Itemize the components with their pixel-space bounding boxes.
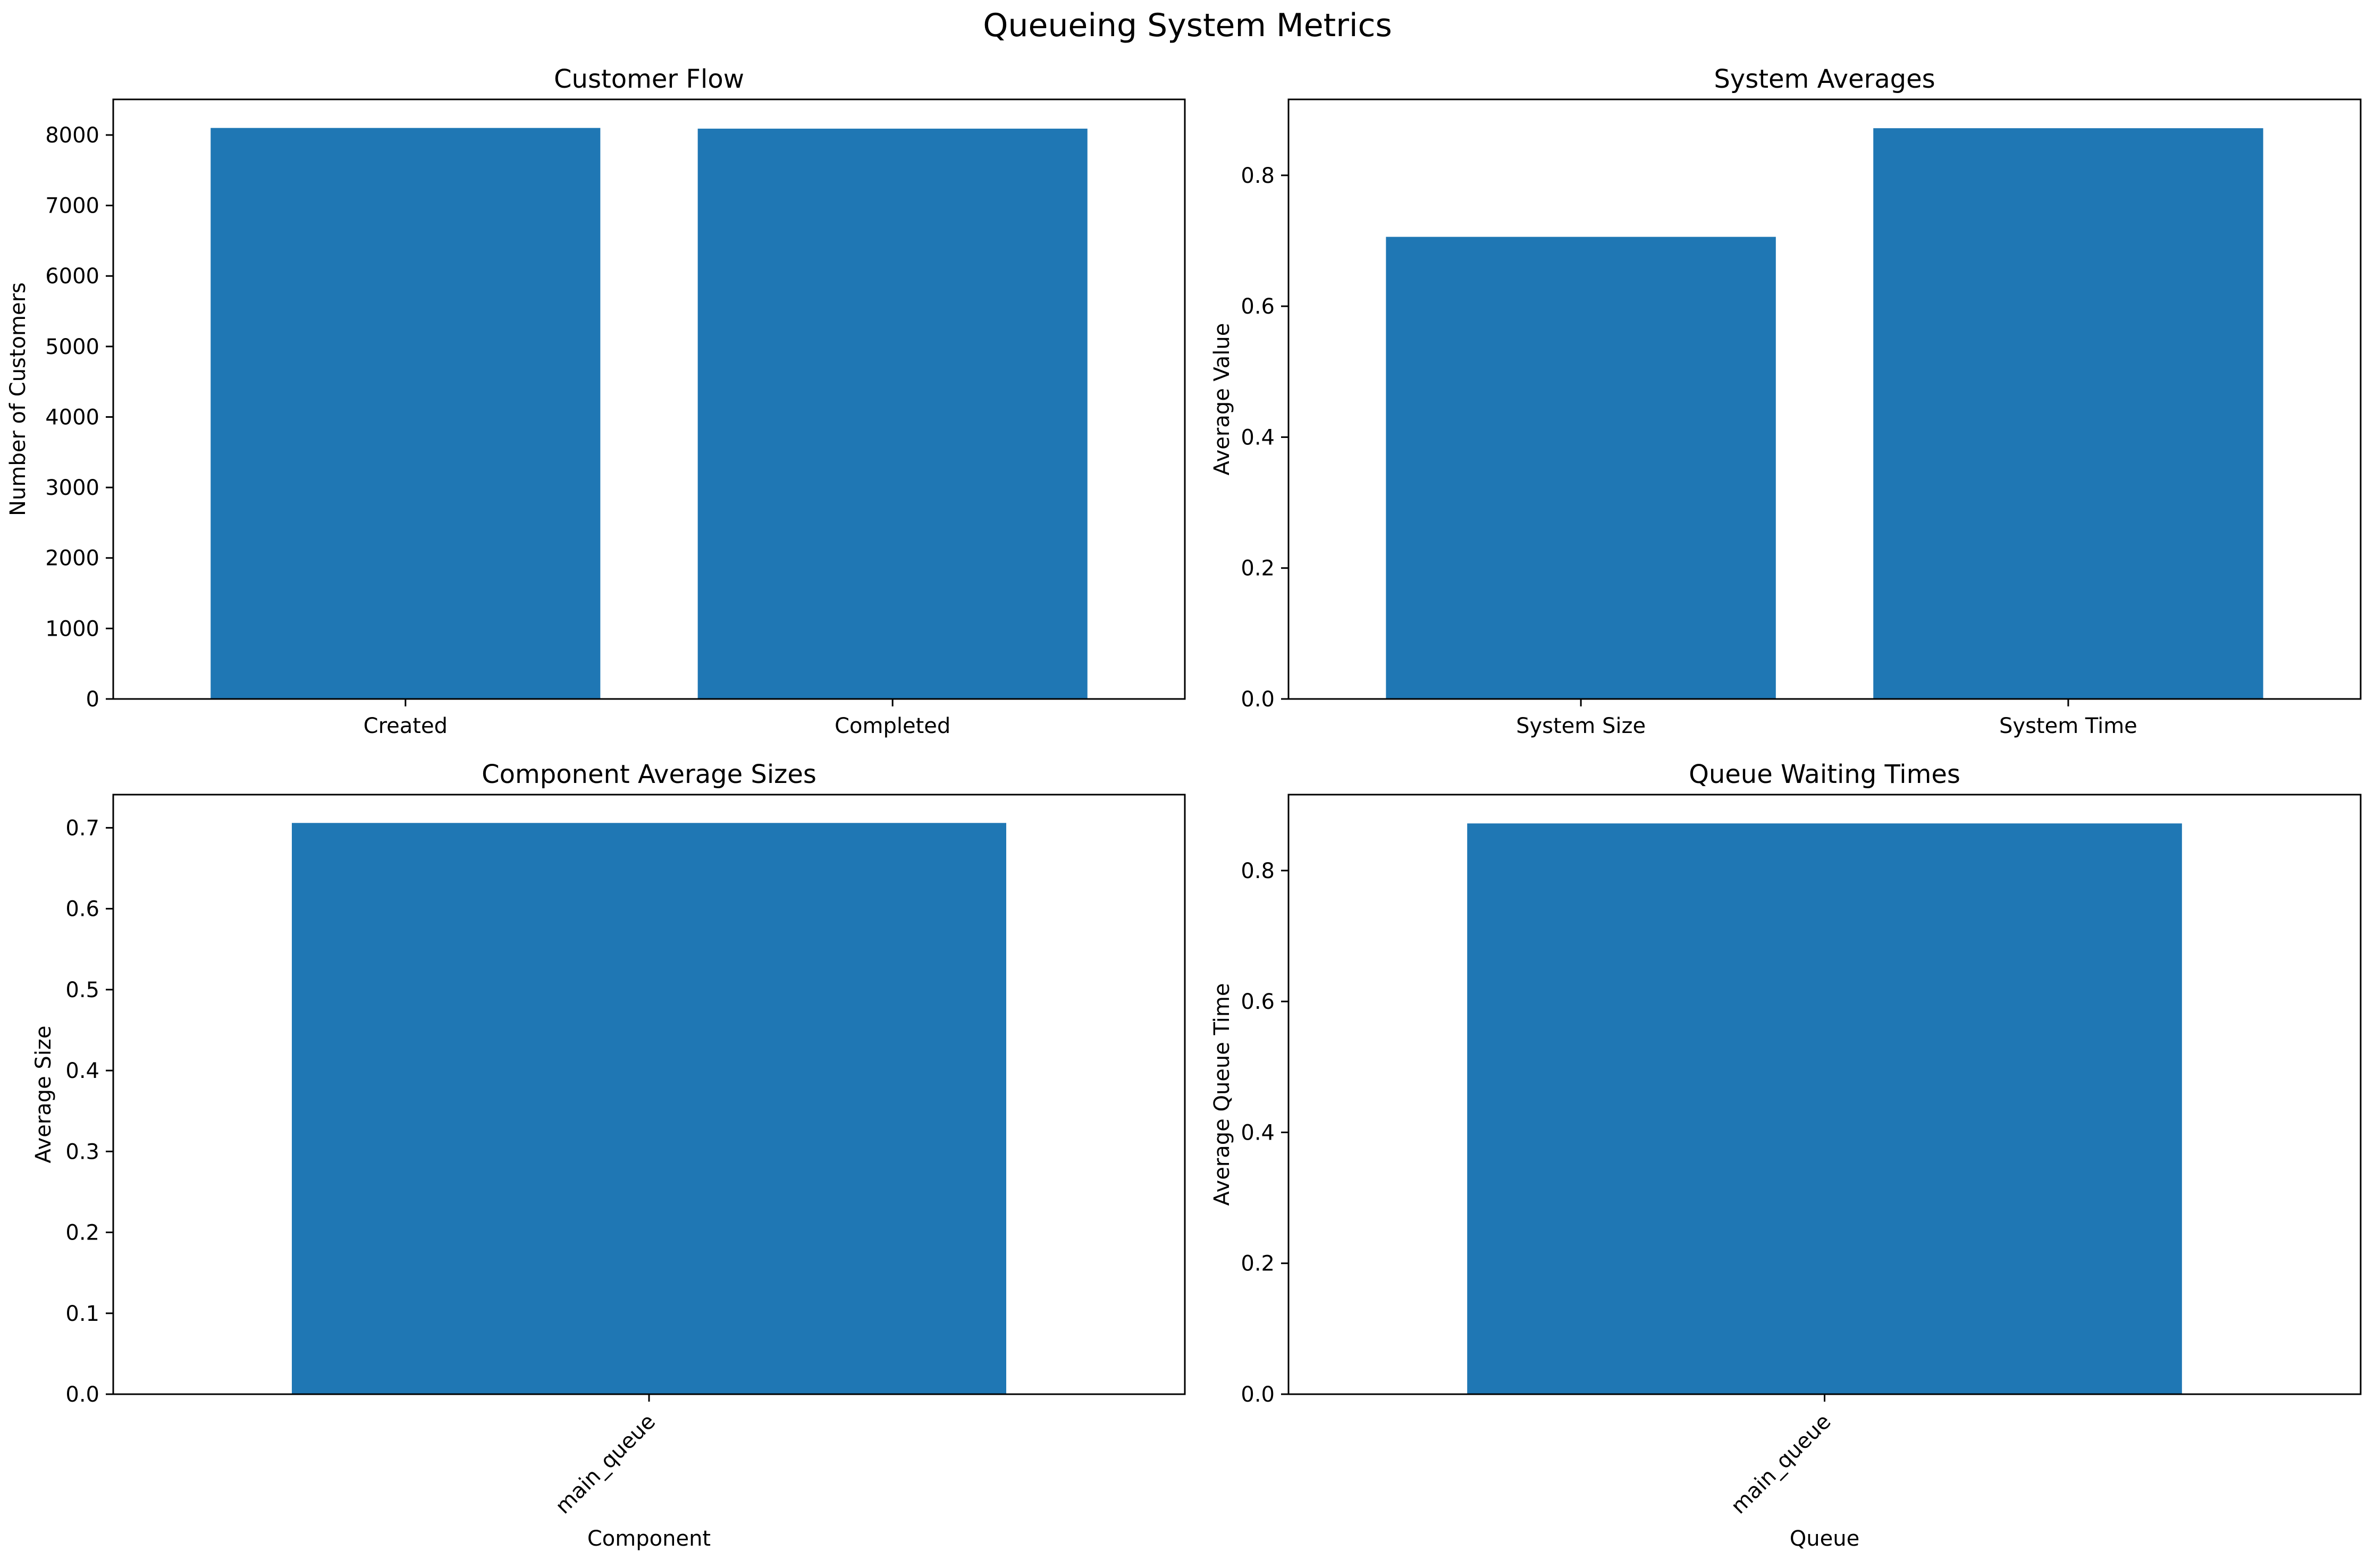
y-tick-label: 0 bbox=[86, 687, 99, 712]
x-axis-label: Queue bbox=[1790, 1527, 1859, 1551]
y-tick-label: 0.3 bbox=[65, 1140, 99, 1164]
y-tick-label: 5000 bbox=[45, 335, 99, 359]
bar-system-size bbox=[1386, 237, 1776, 699]
y-tick-label: 0.8 bbox=[1241, 859, 1275, 883]
y-tick-label: 0.0 bbox=[65, 1382, 99, 1407]
chart-panel-4: 0.0 0.2 0.4 0.6 0.8 main_queue Queue Waiting T… bbox=[1210, 760, 2362, 1551]
x-tick-label: System Time bbox=[1999, 714, 2137, 738]
y-tick-label: 0.4 bbox=[65, 1059, 99, 1083]
y-tick-label: 0.0 bbox=[1241, 1382, 1275, 1407]
y-tick-label: 0.6 bbox=[1241, 990, 1275, 1014]
chart-panel-1: 0 1000 2000 3000 4000 5000 6000 7000 8000 Created… bbox=[6, 64, 1186, 738]
y-tick-label: 7000 bbox=[45, 194, 99, 218]
y-tick-label: 2000 bbox=[45, 546, 99, 571]
bar-main-queue bbox=[1467, 823, 2182, 1394]
chart-panel-3: 0.0 0.1 0.2 0.3 0.4 0.5 0.6 0.7 main_queue Compon… bbox=[31, 760, 1186, 1551]
y-tick-label: 0.5 bbox=[65, 978, 99, 1002]
chart-title: Component Average Sizes bbox=[482, 760, 816, 789]
bar-main-queue bbox=[292, 823, 1006, 1394]
y-tick-label: 1000 bbox=[45, 617, 99, 641]
chart-title: Customer Flow bbox=[554, 64, 744, 94]
y-tick-label: 0.8 bbox=[1241, 164, 1275, 188]
y-axis-label: Average Size bbox=[31, 1025, 56, 1163]
axes-frame bbox=[112, 98, 1186, 700]
x-tick-label: System Size bbox=[1516, 714, 1646, 738]
bar-completed bbox=[697, 129, 1088, 699]
y-tick-label: 4000 bbox=[45, 405, 99, 429]
chart-title: Queue Waiting Times bbox=[1689, 760, 1960, 789]
y-tick-label: 0.2 bbox=[1241, 557, 1275, 581]
y-tick-label: 0.4 bbox=[1241, 1120, 1275, 1145]
chart-panel-2: 0.0 0.2 0.4 0.6 0.8 System Size System Time Sys… bbox=[1210, 64, 2362, 738]
y-tick-label: 8000 bbox=[45, 123, 99, 148]
x-tick-label: Created bbox=[364, 714, 448, 738]
y-tick-label: 6000 bbox=[45, 264, 99, 289]
x-tick-label: Completed bbox=[835, 714, 950, 738]
y-axis-label: Average Queue Time bbox=[1210, 983, 1234, 1206]
y-tick-label: 3000 bbox=[45, 476, 99, 500]
y-tick-label: 0.1 bbox=[65, 1302, 99, 1326]
bar-created bbox=[210, 128, 601, 699]
y-axis-label: Number of Customers bbox=[6, 282, 30, 516]
y-tick-label: 0.2 bbox=[65, 1221, 99, 1245]
chart-title: System Averages bbox=[1714, 64, 1935, 94]
x-axis-label: Component bbox=[587, 1527, 711, 1551]
y-tick-label: 0.4 bbox=[1241, 425, 1275, 450]
y-axis-label: Average Value bbox=[1210, 323, 1234, 476]
y-tick-label: 0.2 bbox=[1241, 1252, 1275, 1276]
bar-system-time bbox=[1873, 128, 2263, 699]
y-tick-label: 0.7 bbox=[65, 816, 99, 840]
x-tick-label: main_queue bbox=[1726, 1410, 1836, 1519]
y-tick-label: 0.6 bbox=[1241, 294, 1275, 319]
x-tick-label: main_queue bbox=[551, 1410, 660, 1519]
y-tick-label: 0.0 bbox=[1241, 687, 1275, 712]
y-tick-label: 0.6 bbox=[65, 897, 99, 922]
axes-frame bbox=[1287, 98, 2362, 700]
figure-title: Queueing System Metrics bbox=[983, 7, 1392, 44]
